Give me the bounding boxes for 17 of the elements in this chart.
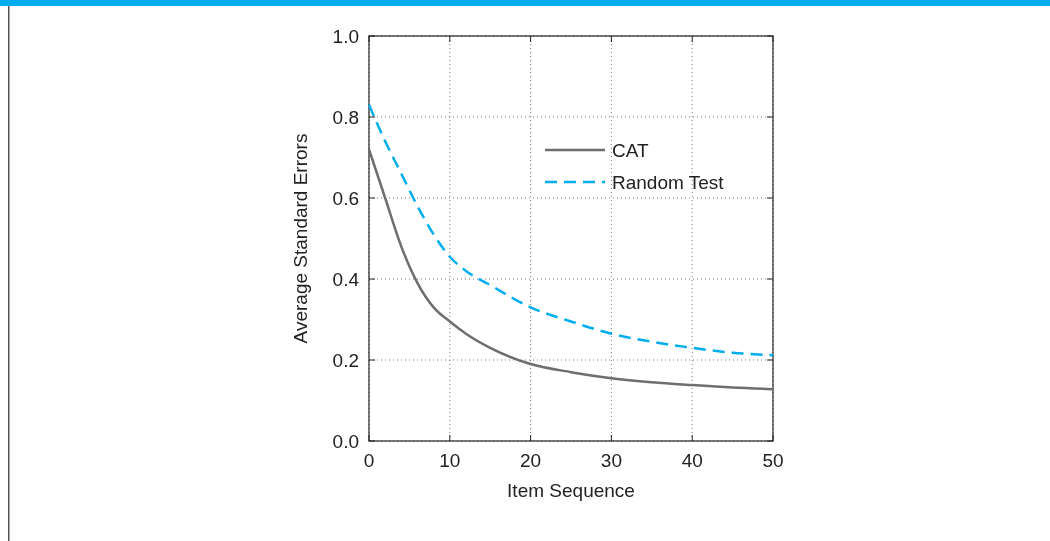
- line-series: [367, 103, 775, 357]
- y-tick-label: 0.0: [332, 431, 359, 452]
- y-tick-label: 0.8: [332, 107, 359, 128]
- legend-label: CAT: [612, 140, 649, 161]
- x-tick-label: 20: [520, 450, 542, 471]
- y-tick-label: 0.6: [332, 188, 359, 209]
- x-axis-title: Item Sequence: [507, 480, 635, 501]
- x-tick-label: 0: [363, 450, 375, 471]
- x-tick-label: 10: [439, 450, 461, 471]
- y-axis-title: Average Standard Errors: [290, 133, 311, 344]
- x-tick-label: 40: [681, 450, 703, 471]
- y-tick-label: 0.2: [332, 350, 359, 371]
- y-tick-label: 0.4: [332, 269, 360, 290]
- x-tick-label: 30: [600, 450, 622, 471]
- y-tick-label: 1.0: [332, 26, 359, 47]
- legend-label: Random Test: [612, 172, 725, 193]
- x-tick-label: 50: [762, 450, 784, 471]
